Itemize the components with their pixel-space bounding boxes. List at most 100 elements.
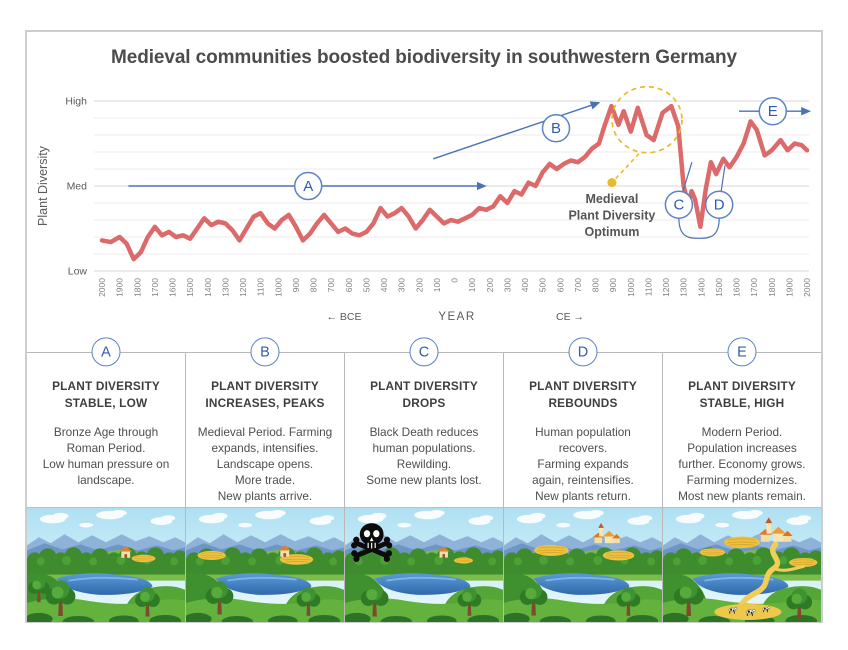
x-axis-tick-label: 2000 [802,278,812,297]
annotation-circle-e [758,96,788,126]
optimum-dot [607,178,617,188]
x-axis-tick-label: 400 [379,278,389,292]
field-icon [723,536,761,549]
x-axis-tick-label: 600 [555,278,565,292]
x-axis-tick-label: 1700 [749,278,759,297]
ce-era-label: CE → [556,311,584,323]
y-axis-title: Plant Diversity [36,145,50,226]
annotation-arrow-b [433,101,601,160]
infographic-frame: Medieval communities boosted biodiversit… [25,30,823,623]
x-axis-tick-label: 1400 [696,278,706,297]
annotation-letter-d: D [714,197,725,214]
y-axis-tick-label: High [65,96,87,108]
panel-e-badge: E [727,337,757,367]
annotation-leader-c [682,162,693,192]
x-axis-tick-label: 1900 [784,278,794,297]
bce-era-label: ← BCE [326,311,361,323]
x-axis-tick-label: 1600 [732,278,742,297]
path-branch [772,565,805,572]
panel-e-body: Modern Period. Population increases furt… [678,425,806,504]
panel-c-body: Black Death reduces human populations. R… [366,425,482,488]
panel-a-title: PLANT DIVERSITY STABLE, LOW [52,379,160,411]
x-axis-tick-label: 700 [326,278,336,292]
x-axis-tick-label: 300 [397,278,407,292]
panel-a-art [27,507,185,622]
panel-d-badge: D [568,337,598,367]
field-icon [533,544,570,557]
panel-a-body: Bronze Age through Roman Period. Low hum… [42,425,170,488]
panel-b-art [186,507,344,622]
panel-e-title: PLANT DIVERSITY STABLE, HIGH [688,379,796,411]
annotation-letter-b: B [551,120,561,137]
panel-b-badge: B [250,337,280,367]
x-axis-tick-label: 1200 [661,278,671,297]
winding-path [735,541,781,616]
optimum-label: Medieval Plant Diversity Optimum [568,192,655,239]
panel-c: C PLANT DIVERSITY DROPS Black Death redu… [345,337,504,622]
x-axis-tick-label: 1400 [203,278,213,297]
x-axis-title: YEAR [438,311,475,323]
x-axis-tick-label: 1700 [150,278,160,297]
x-axis-tick-label: 400 [520,278,530,292]
x-axis-tick-label: 1200 [238,278,248,297]
annotation-leader-d [720,165,726,192]
panel-c-art [345,507,503,622]
landscape-forest-illustration [27,508,185,622]
x-axis-tick-label: 2000 [97,278,107,297]
x-axis-tick-label: 300 [502,278,512,292]
panel-c-badge: C [409,337,439,367]
landscape-recovery-illustration [504,508,662,622]
x-axis-tick-label: 200 [414,278,424,292]
timeline-panels: A PLANT DIVERSITY STABLE, LOW Bronze Age… [27,337,821,622]
field-icon [699,548,726,557]
landscape-farming-illustration [186,508,344,622]
x-axis-tick-label: 1000 [273,278,283,297]
x-axis-tick-label: 1300 [679,278,689,297]
panel-e: E PLANT DIVERSITY STABLE, HIGH Modern Pe… [663,337,821,622]
x-axis-tick-label: 500 [538,278,548,292]
diversity-line [99,103,810,262]
x-axis-tick-label: 900 [608,278,618,292]
x-axis-tick-label: 1100 [256,278,266,297]
annotation-circle-d [704,190,734,219]
field-icon [197,550,227,561]
panel-c-title: PLANT DIVERSITY DROPS [370,379,478,411]
landscape-rewilding-illustration [345,508,503,622]
x-axis-tick-label: 700 [573,278,583,292]
x-axis-tick-label: 1800 [767,278,777,297]
field-icon [131,554,156,563]
field-icon [602,549,635,561]
x-axis-tick-label: 600 [344,278,354,292]
x-axis-tick-label: 1900 [115,278,125,297]
x-axis-tick-label: 1500 [185,278,195,297]
panel-e-art [663,507,821,622]
annotation-letter-c: C [673,197,684,214]
chart-section: High Med Low Plant Diversity 2000 1900 1800 170… [27,32,821,352]
annotation-circle-c [664,190,694,219]
diversity-chart: High Med Low Plant Diversity 2000 1900 1800 170… [36,85,812,323]
x-axis-tick-label: 1000 [626,278,636,297]
y-axis-tick-label: Med [67,181,88,193]
panel-d-title: PLANT DIVERSITY REBOUNDS [529,379,637,411]
panel-a-badge: A [91,337,121,367]
x-axis-tick-label: 1600 [168,278,178,297]
page-title: Medieval communities boosted biodiversit… [111,47,737,68]
x-axis-tick-label: 800 [309,278,319,292]
x-axis-tick-label: 500 [361,278,371,292]
panel-d: D PLANT DIVERSITY REBOUNDS Human populat… [504,337,663,622]
x-axis-tick-label: 1800 [132,278,142,297]
x-axis-tick-label: 100 [467,278,477,292]
x-axis-tick-label: 800 [591,278,601,292]
annotation-letter-e: E [768,103,778,120]
field-icon [453,557,474,564]
x-axis-tick-label: 200 [485,278,495,292]
annotation-brace-cd [678,218,720,239]
x-axis-tick-label: 1300 [220,278,230,297]
x-axis-tick-label: 100 [432,278,442,292]
y-axis-tick-label: Low [68,266,88,278]
optimum-dashed-circle [611,85,683,154]
panel-b-body: Medieval Period. Farming expands, intens… [197,425,333,504]
annotation-circle-b [541,113,571,143]
optimum-leader [611,153,640,184]
landscape-modern-illustration [663,508,821,622]
